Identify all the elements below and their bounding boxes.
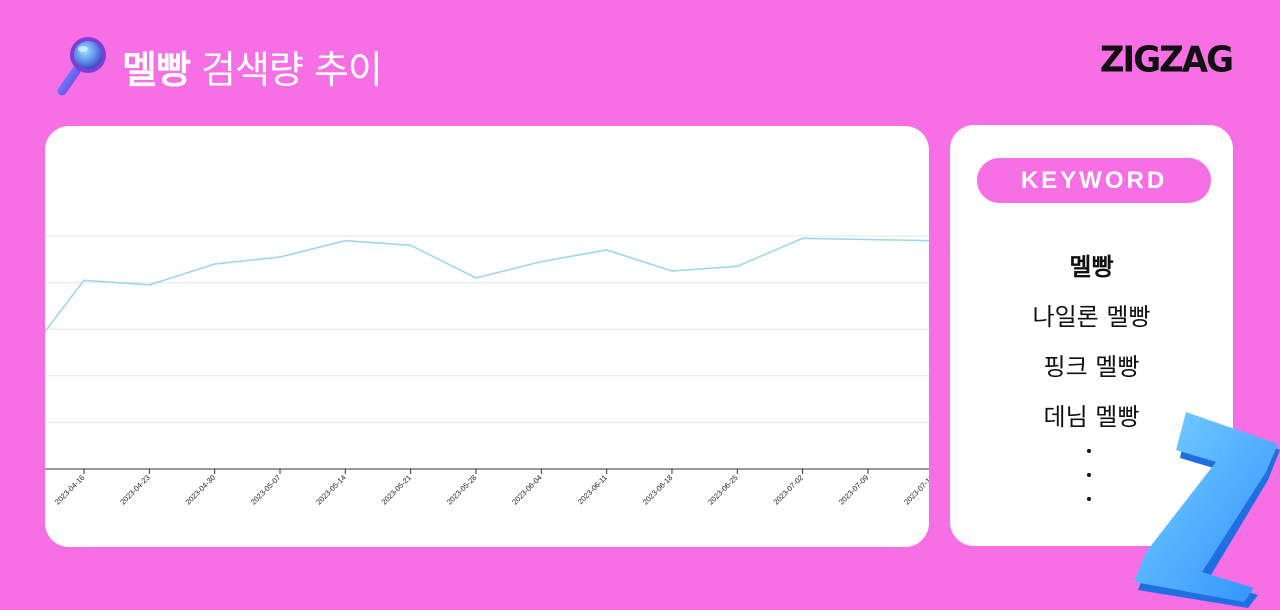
x-tick-label: 2023-05-21	[380, 473, 413, 506]
keyword-item: 핑크 멜빵	[1043, 353, 1140, 381]
data-point	[409, 244, 412, 247]
keyword-pill: KEYWORD	[977, 158, 1211, 203]
data-point	[605, 249, 608, 251]
x-tick-label: 2023-06-18	[641, 473, 674, 506]
keyword-item: 멜빵	[1069, 253, 1114, 281]
keyword-list: 멜빵 나일론 멜빵 핑크 멜빵 데님 멜빵	[950, 247, 1233, 447]
data-point	[45, 330, 46, 333]
x-tick-label: 2023-06-25	[706, 473, 739, 506]
data-point	[475, 277, 477, 279]
data-point	[671, 270, 673, 272]
keyword-item: 나일론 멜빵	[1032, 303, 1151, 331]
x-tick-label: 2023-05-07	[249, 473, 282, 506]
more-dot	[1087, 449, 1091, 453]
zigzag-z-icon	[1134, 412, 1280, 608]
x-tick-label: 2023-05-14	[314, 473, 347, 506]
chart-card: 2023-04-16 2023-04-23 2023-04-30 2023-05-07…	[45, 126, 929, 547]
data-point	[736, 265, 739, 268]
line-chart: 2023-04-16 2023-04-23 2023-04-30 2023-05-07…	[45, 235, 929, 507]
data-point	[148, 284, 151, 286]
data-point	[801, 237, 804, 240]
series-line	[45, 237, 929, 332]
x-tick-label: 2023-04-23	[118, 473, 151, 506]
x-tick-label: 2023-04-30	[184, 473, 217, 506]
x-tick-label: 2023-05-28	[445, 473, 478, 506]
page-title: 멜빵 검색량 추이	[122, 39, 383, 94]
data-point	[344, 239, 347, 242]
x-tick-label: 2023-07-02	[772, 473, 805, 506]
keyword-panel: KEYWORD 멜빵 나일론 멜빵 핑크 멜빵 데님 멜빵	[950, 125, 1233, 546]
data-point	[279, 256, 281, 258]
x-tick-label: 2023-06-04	[510, 473, 543, 506]
x-tick-label: 2023-06-11	[576, 473, 609, 506]
more-dot	[1087, 497, 1091, 501]
data-point	[213, 263, 216, 265]
data-point	[540, 260, 543, 263]
zigzag-logo: ZIGZAG	[1099, 39, 1234, 81]
header: 멜빵 검색량 추이	[54, 34, 383, 98]
title-keyword: 멜빵	[122, 47, 191, 92]
data-point	[867, 238, 869, 241]
x-tick-label: 2023-07-09	[837, 473, 870, 506]
x-tick-label: 2023-07-16	[902, 473, 929, 506]
x-tick-label: 2023-04-16	[53, 473, 86, 506]
magnifier-icon	[57, 37, 106, 96]
keyword-item: 데님 멜빵	[1043, 403, 1140, 431]
more-dot	[1087, 473, 1091, 477]
title-rest: 검색량 추이	[201, 47, 383, 92]
data-point	[83, 279, 85, 282]
